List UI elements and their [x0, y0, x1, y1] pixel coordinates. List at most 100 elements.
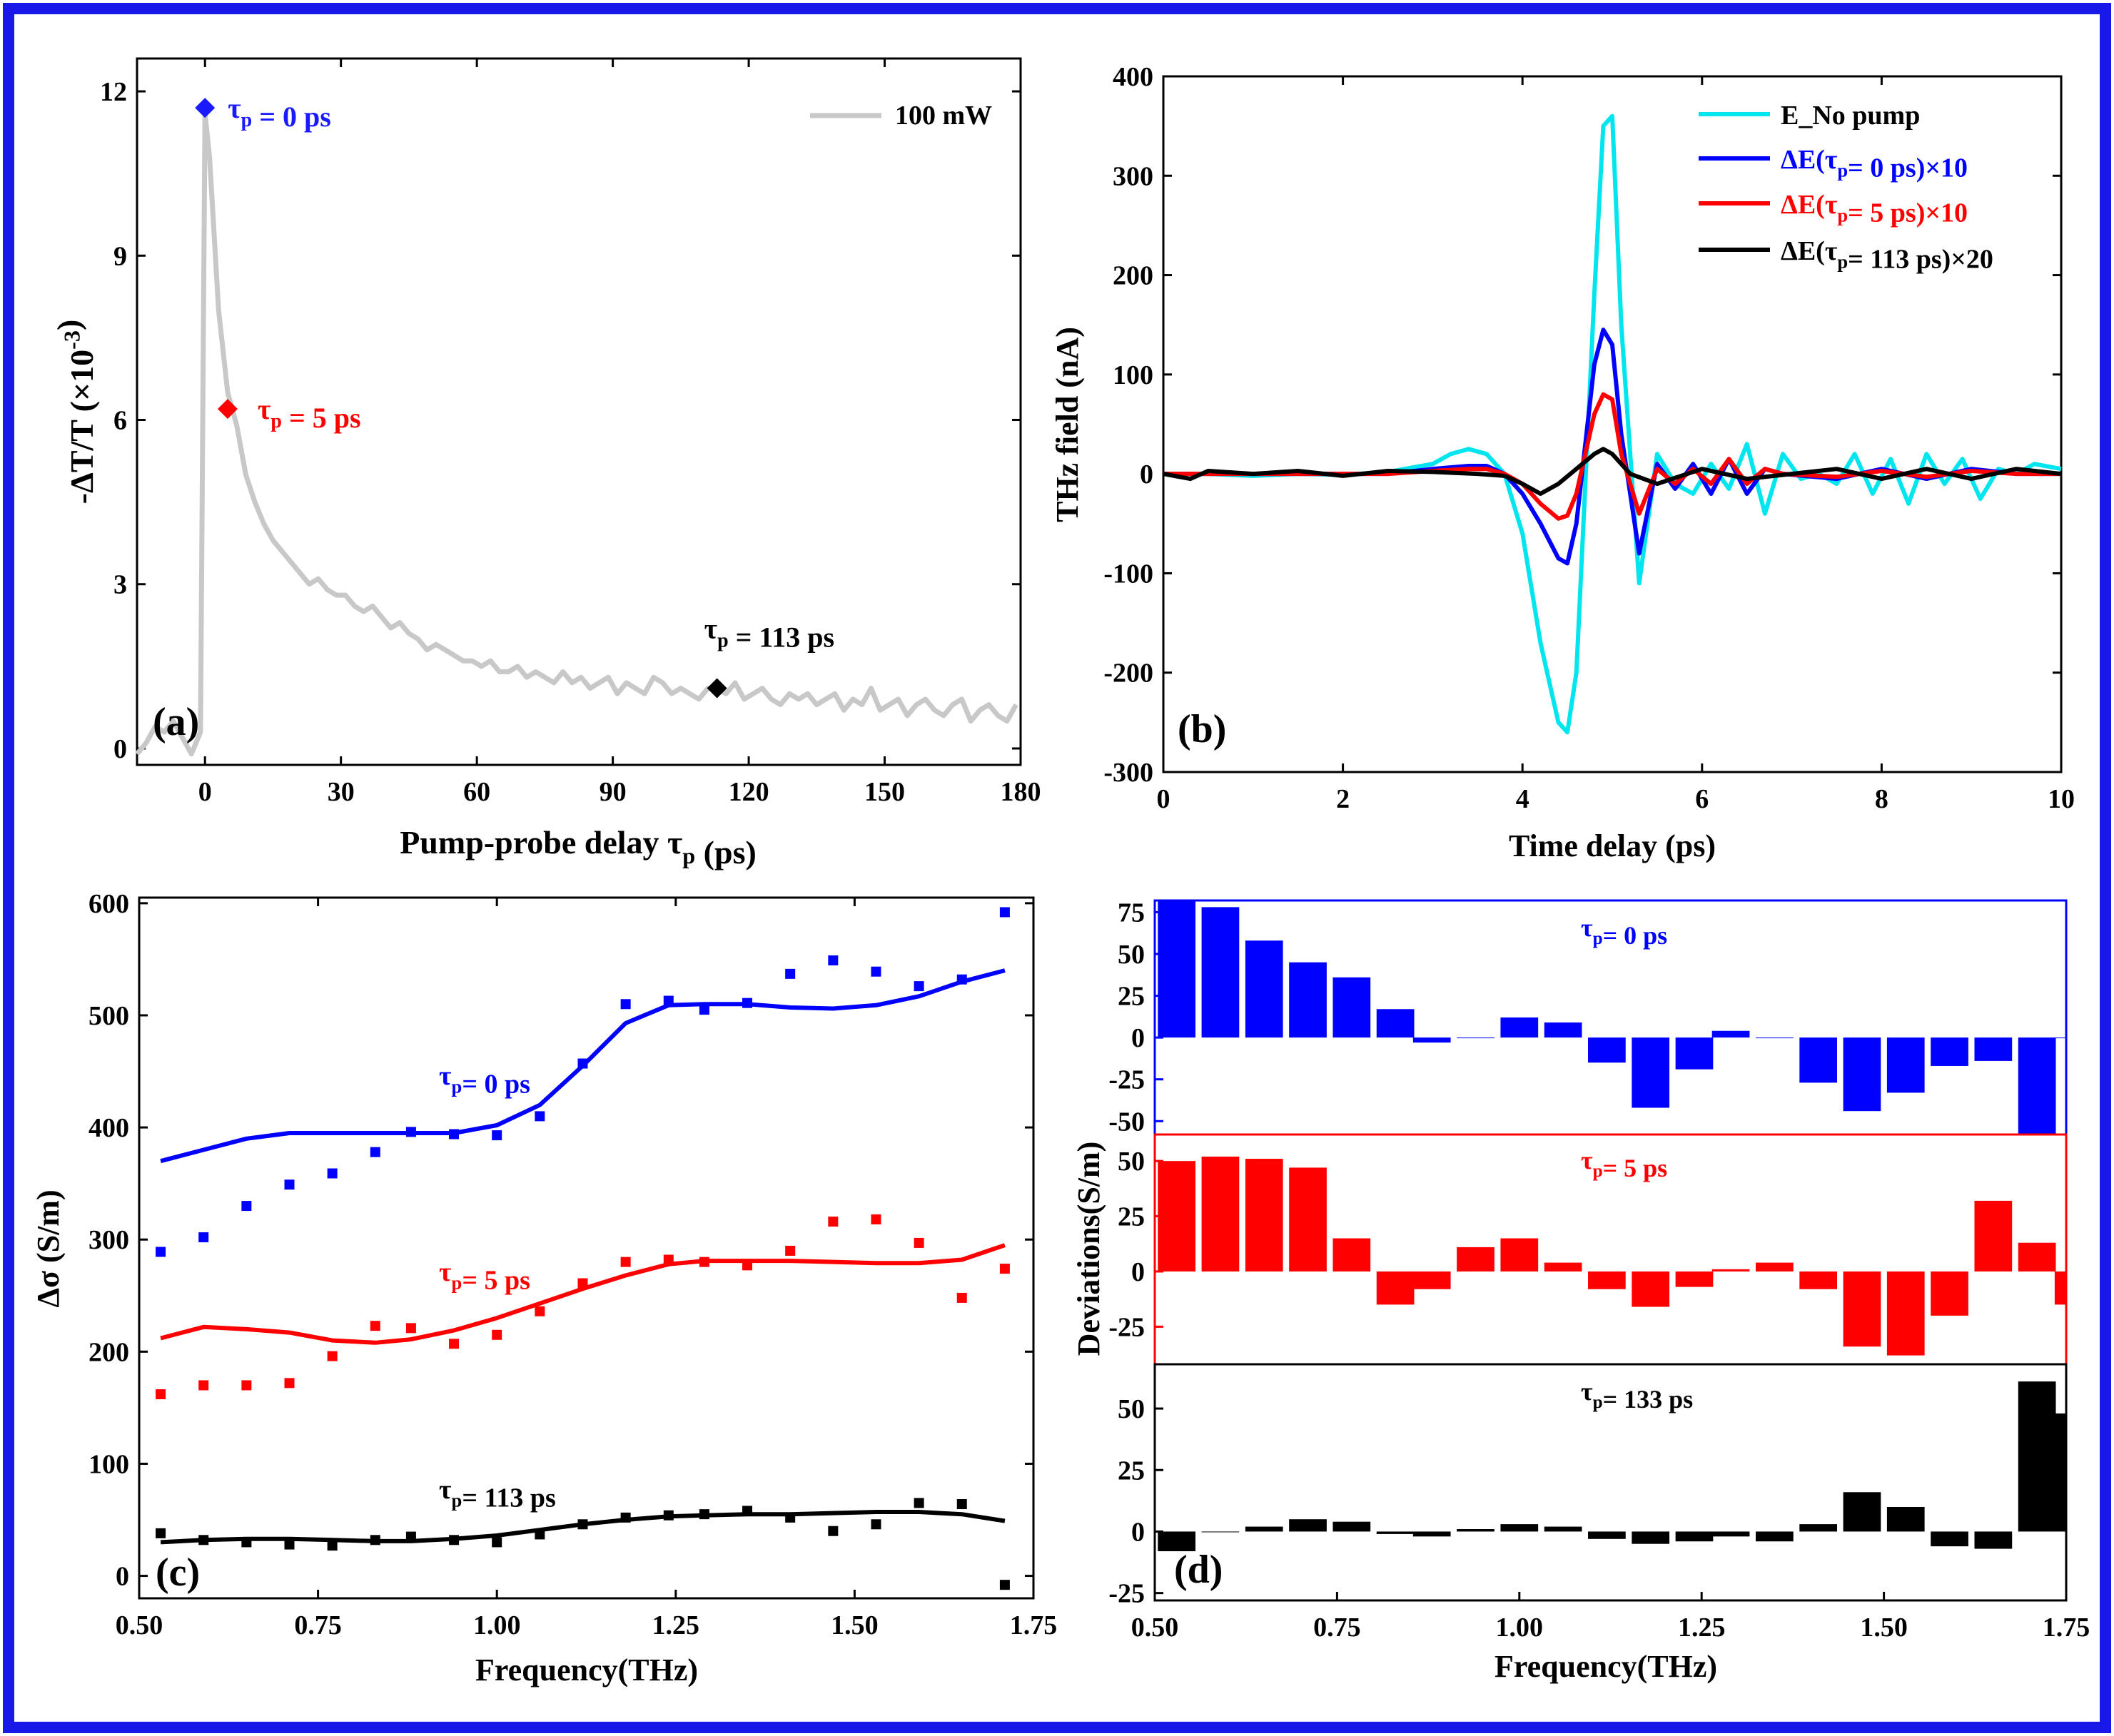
panel-d-bar-2	[1245, 1526, 1283, 1532]
panel-d-x-tick-label: 0.50	[1131, 1613, 1179, 1643]
panel-c-point-0	[828, 955, 839, 965]
panel-d-bar-1	[1886, 1271, 1925, 1356]
panel-c-point-1	[699, 1257, 709, 1267]
panel-c-point-2	[871, 1519, 881, 1530]
panel-d-y-tick-label: 0	[1131, 1023, 1145, 1053]
panel-c-point-1	[785, 1245, 796, 1256]
panel-c-point-1	[577, 1278, 588, 1289]
panel-d-y-tick-label: 75	[1118, 898, 1145, 928]
panel-d-bar-2	[1201, 1531, 1240, 1533]
panel-d-bar-1	[1158, 1161, 1196, 1271]
panel-c-point-0	[492, 1130, 502, 1141]
panel-d-x-tick-label: 1.25	[1678, 1613, 1726, 1643]
x-tick-label: 1.50	[831, 1610, 879, 1640]
panel-d-bar-0	[1457, 1037, 1495, 1039]
panel-a-series-line	[135, 111, 1018, 757]
y-tick-label: -200	[1103, 659, 1153, 689]
y-tick-label: 100	[88, 1449, 129, 1479]
panel-c-point-0	[742, 998, 753, 1008]
panel-d-label: (d)	[1174, 1548, 1223, 1592]
panel-c-point-1	[284, 1378, 295, 1389]
panel-c-label-tau5: τp= 5 ps	[439, 1257, 530, 1295]
panel-c-label-tau0: τp= 0 ps	[439, 1061, 530, 1099]
panel-d-y-tick-label: 50	[1118, 940, 1145, 970]
panel-d-sub-label-1: τp= 5 ps	[1581, 1146, 1667, 1182]
panel-c-point-2	[327, 1540, 338, 1551]
panel-d-bar-2	[1158, 1531, 1196, 1552]
panel-c-point-2	[198, 1535, 209, 1545]
panel-b-legend-label-3: ΔE(τp= 113 ps)×20	[1781, 236, 1993, 274]
panel-c-point-2	[449, 1535, 460, 1545]
panel-a-ylabel: -ΔT/T (×10-3)	[51, 320, 100, 504]
panel-c-point-1	[828, 1217, 839, 1227]
panel-d-bar-2	[1332, 1521, 1371, 1532]
panel-c-point-0	[449, 1129, 460, 1139]
panel-d-bar-1	[1289, 1167, 1327, 1271]
panel-d-bar-0	[1974, 1037, 2013, 1061]
panel-d-bar-1	[1500, 1238, 1539, 1271]
panel-c-point-0	[535, 1111, 545, 1122]
panel-d-x-tick-label: 1.75	[2043, 1613, 2090, 1643]
panel-c-point-1	[956, 1292, 967, 1303]
y-tick-label: -300	[1103, 758, 1153, 788]
panel-d-bar-0	[1544, 1022, 1582, 1038]
panel-c-point-1	[999, 1264, 1010, 1274]
panel-c-point-2	[405, 1531, 416, 1542]
panel-d-bar-0	[1675, 1037, 1714, 1070]
panel-c-point-2	[156, 1528, 166, 1538]
panel-d-bar-1	[1588, 1271, 1626, 1289]
y-tick-label: 300	[1113, 161, 1153, 191]
panel-d-bar-0	[1245, 940, 1283, 1038]
panel-d-bar-1	[2054, 1271, 2066, 1305]
panel-d-bar-2	[1843, 1492, 1881, 1532]
panel-c-point-2	[785, 1512, 796, 1523]
panel-d-bar-0	[1886, 1037, 1925, 1093]
y-tick-label: 500	[88, 1001, 129, 1031]
y-tick-label: 600	[88, 889, 129, 919]
panel-d-bar-1	[1544, 1262, 1582, 1271]
panel-d-bar-0	[1412, 1037, 1451, 1043]
panel-d-bar-0	[1843, 1037, 1881, 1112]
panel-c-point-1	[620, 1257, 631, 1267]
panel-d-bar-0	[1500, 1017, 1539, 1038]
y-tick-label: -100	[1103, 559, 1153, 589]
x-tick-label: 0	[198, 777, 212, 807]
x-tick-label: 1.25	[652, 1610, 700, 1640]
panel-c-ylabel: Δσ (S/m)	[31, 1189, 66, 1307]
panel-d-bar-1	[1376, 1271, 1415, 1305]
panel-c-point-1	[198, 1380, 209, 1391]
panel-c-point-1	[914, 1237, 924, 1248]
panel-c-point-2	[742, 1506, 753, 1516]
panel-c-point-0	[198, 1232, 209, 1243]
panel-d-y-tick-label: 50	[1118, 1394, 1145, 1424]
panel-c-point-2	[999, 1580, 1010, 1590]
panel-c-point-0	[370, 1147, 380, 1157]
x-tick-label: 0.50	[116, 1610, 163, 1640]
y-tick-label: 0	[1140, 460, 1153, 489]
panel-d-bar-1	[1632, 1271, 1670, 1307]
panel-d-y-tick-label: 25	[1118, 1456, 1145, 1486]
panel-d-bar-2	[1376, 1531, 1415, 1534]
panel-d-xlabel: Frequency(THz)	[1495, 1649, 1717, 1684]
panel-d-y-tick-label: 25	[1118, 982, 1145, 1012]
panel-b-xlabel: Time delay (ps)	[1509, 828, 1716, 863]
y-tick-label: 0	[113, 734, 127, 764]
panel-d-bar-2	[1588, 1531, 1626, 1539]
panel-d-bar-2	[1632, 1531, 1670, 1544]
panel-a-label-tau0: τp = 0 ps	[228, 92, 331, 133]
panel-a-marker-2	[707, 678, 727, 699]
panel-d-bar-1	[1201, 1156, 1240, 1271]
panel-c: 0 100 200 300 400 500 600 0.50 0.75 1.00 1.25 1.50 1…	[31, 889, 1057, 1687]
panel-c-point-2	[663, 1510, 674, 1521]
y-tick-label: 400	[88, 1113, 129, 1143]
panel-b-series-3	[1163, 447, 2062, 496]
panel-d-bar-2	[1799, 1524, 1838, 1532]
panel-c-point-2	[699, 1509, 709, 1520]
panel-d-bar-0	[1756, 1037, 1794, 1039]
x-tick-label: 150	[864, 777, 905, 807]
panel-d-bar-0	[1588, 1037, 1626, 1063]
panel-d-y-tick-label: -25	[1108, 1065, 1145, 1095]
x-tick-label: 1.00	[473, 1610, 521, 1640]
x-tick-label: 180	[1001, 777, 1041, 807]
panel-c-point-0	[999, 907, 1010, 918]
